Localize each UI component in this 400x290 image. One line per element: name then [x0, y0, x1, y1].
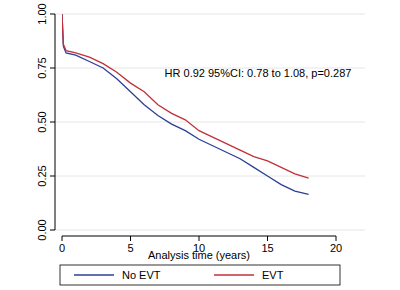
y-tick-label: 0.25: [36, 165, 48, 186]
legend: No EVT EVT: [60, 265, 340, 285]
x-tick-label: 5: [127, 242, 133, 254]
y-tick-label: 0.50: [36, 111, 48, 132]
x-tick: [336, 236, 337, 241]
legend-swatch: [214, 274, 254, 276]
grid-line: [55, 14, 365, 15]
annotation: HR 0.92 95%CI: 0.78 to 1.08, p=0.287: [165, 67, 352, 79]
x-tick-label: 0: [59, 242, 65, 254]
grid-line: [55, 230, 365, 231]
legend-label: EVT: [262, 269, 284, 281]
x-tick-label: 15: [261, 242, 273, 254]
x-tick-label: 20: [330, 242, 342, 254]
y-tick: [50, 122, 55, 123]
x-tick: [267, 236, 268, 241]
x-tick: [62, 236, 63, 241]
survival-curve: [62, 14, 309, 178]
background: [0, 0, 400, 290]
grid-line: [55, 122, 365, 123]
y-tick: [50, 230, 55, 231]
y-tick: [50, 68, 55, 69]
x-tick: [199, 236, 200, 241]
x-tick: [130, 236, 131, 241]
survival-curve: [62, 14, 309, 194]
y-tick-label: 1.00: [36, 3, 48, 24]
y-tick-label: 0.75: [36, 57, 48, 78]
y-tick-label: 0.00: [36, 219, 48, 240]
y-tick: [50, 176, 55, 177]
plot-area: [62, 14, 309, 194]
grid-line: [55, 176, 365, 177]
chart: 0.000.250.500.751.0005101520Analysis tim…: [0, 0, 400, 290]
y-axis: [55, 14, 56, 230]
x-axis: [62, 236, 336, 237]
legend-box: [60, 265, 340, 285]
legend-swatch: [74, 274, 114, 276]
legend-label: No EVT: [122, 269, 161, 281]
x-axis-label: Analysis time (years): [148, 249, 250, 261]
y-tick: [50, 14, 55, 15]
